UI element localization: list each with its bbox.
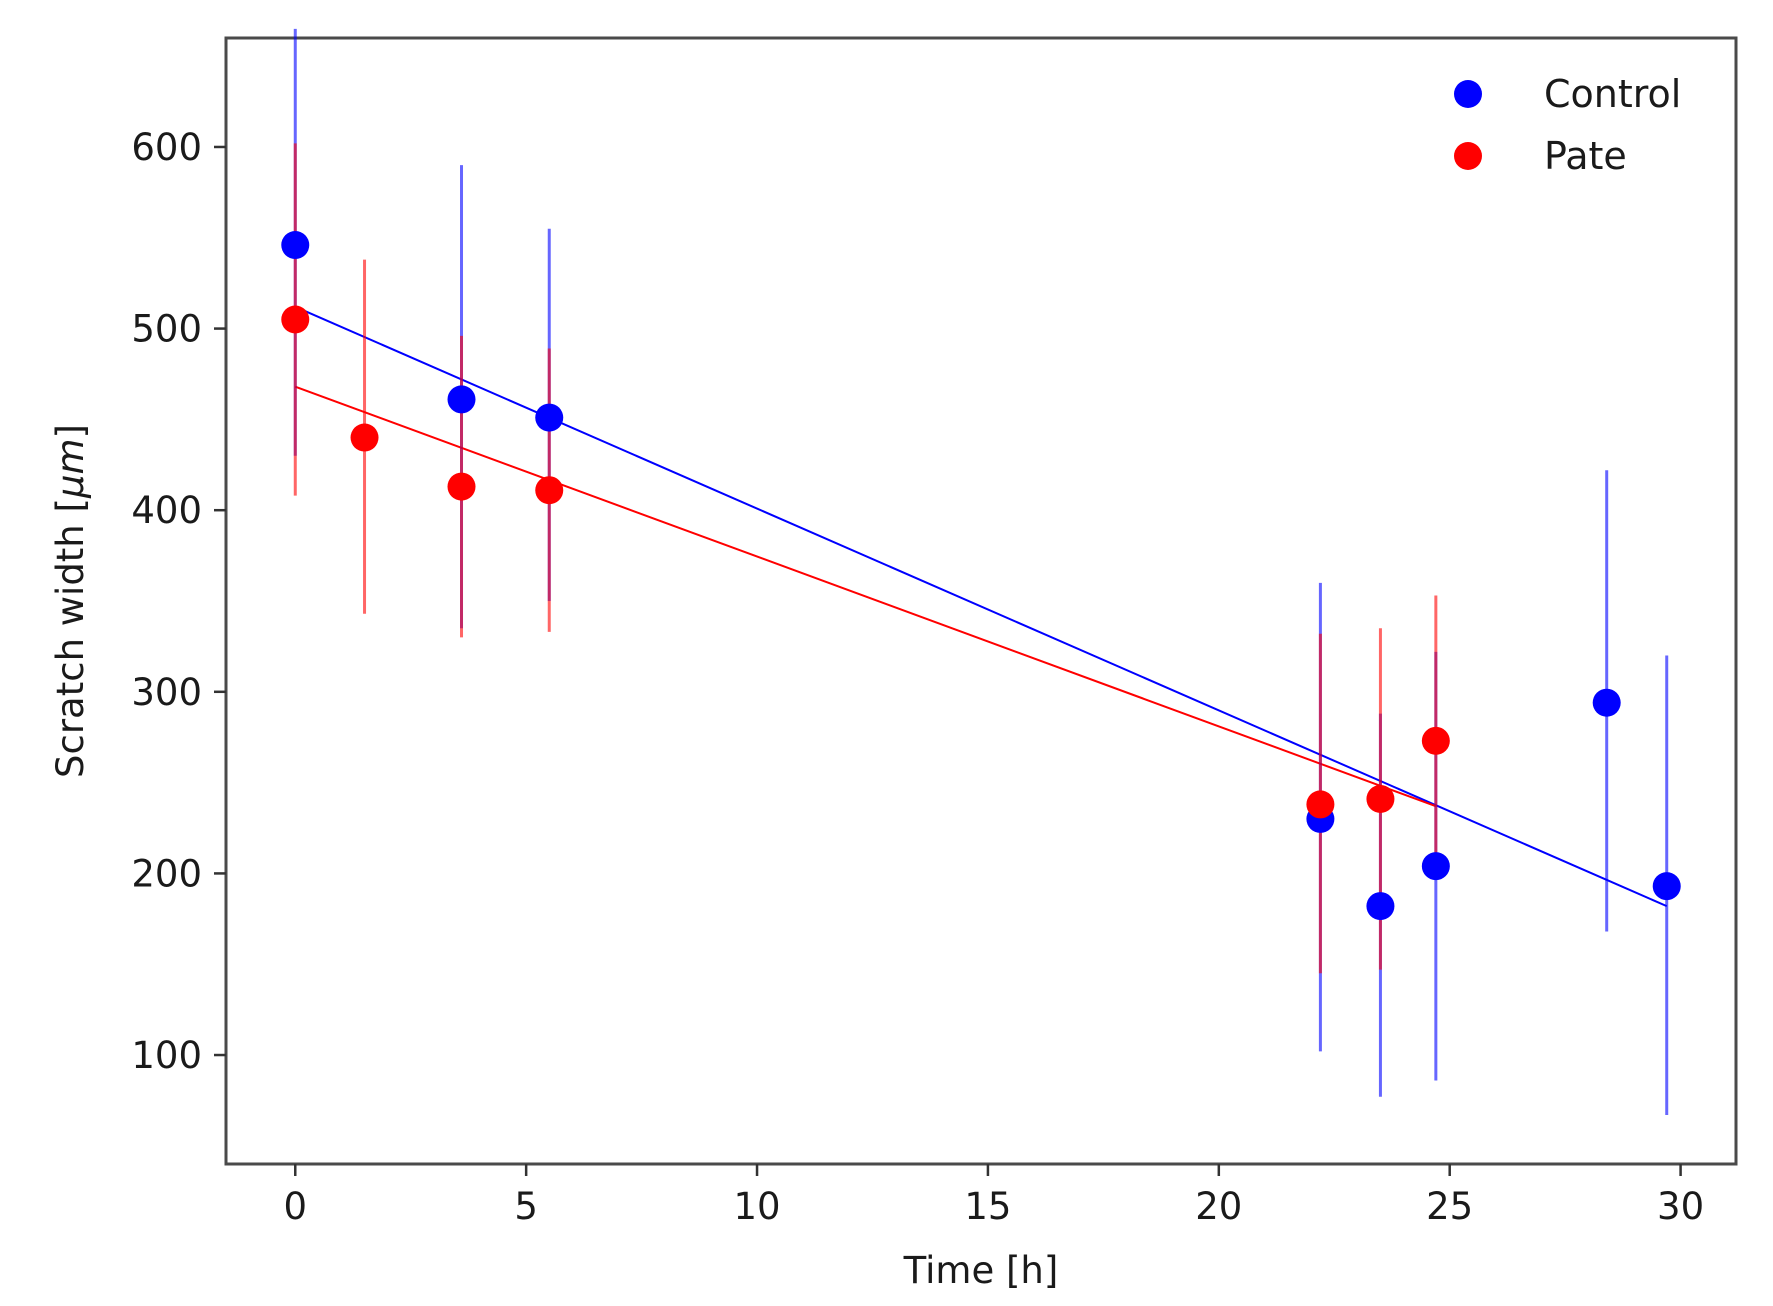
x-axis-ticks: 0 5 10 15 20 25 30 <box>283 1164 1704 1228</box>
y-tick-label: 200 <box>131 852 202 895</box>
point-pate <box>350 423 379 452</box>
point-control <box>1366 892 1395 921</box>
legend-label-control: Control <box>1544 72 1681 116</box>
point-control <box>1652 872 1681 901</box>
x-tick-label: 5 <box>514 1185 538 1228</box>
x-tick-label: 15 <box>964 1185 1011 1228</box>
legend-marker-pate <box>1454 142 1482 170</box>
point-control <box>281 231 310 260</box>
point-pate <box>447 472 476 501</box>
point-pate <box>1366 784 1395 813</box>
point-pate <box>1306 790 1335 819</box>
y-axis-label: Scratch width [μm] <box>49 424 92 778</box>
y-axis-ticks: 100 200 300 400 500 600 <box>131 126 226 1077</box>
x-tick-label: 30 <box>1657 1185 1704 1228</box>
point-pate <box>281 305 310 334</box>
fit-line-pate <box>294 385 1437 808</box>
point-pate <box>1421 726 1450 755</box>
x-tick-label: 25 <box>1426 1185 1473 1228</box>
point-control <box>447 385 476 414</box>
legend: Control Pate <box>1454 72 1681 178</box>
y-tick-label: 300 <box>131 671 202 714</box>
fit-lines <box>294 305 1668 908</box>
point-control <box>1421 852 1450 881</box>
plot-frame <box>224 36 1738 1166</box>
x-axis-label: Time [h] <box>903 1249 1059 1292</box>
point-control <box>1592 688 1621 717</box>
x-tick-label: 10 <box>733 1185 780 1228</box>
point-control <box>535 403 564 432</box>
point-pate <box>535 476 564 505</box>
legend-label-pate: Pate <box>1544 134 1627 178</box>
x-tick-label: 0 <box>283 1185 307 1228</box>
data-points <box>281 231 1681 921</box>
y-tick-label: 600 <box>131 126 202 169</box>
x-tick-label: 20 <box>1195 1185 1242 1228</box>
fit-line-control <box>294 305 1668 908</box>
y-tick-label: 100 <box>131 1034 202 1077</box>
y-tick-label: 500 <box>131 308 202 351</box>
legend-marker-control <box>1454 80 1482 108</box>
y-tick-label: 400 <box>131 489 202 532</box>
